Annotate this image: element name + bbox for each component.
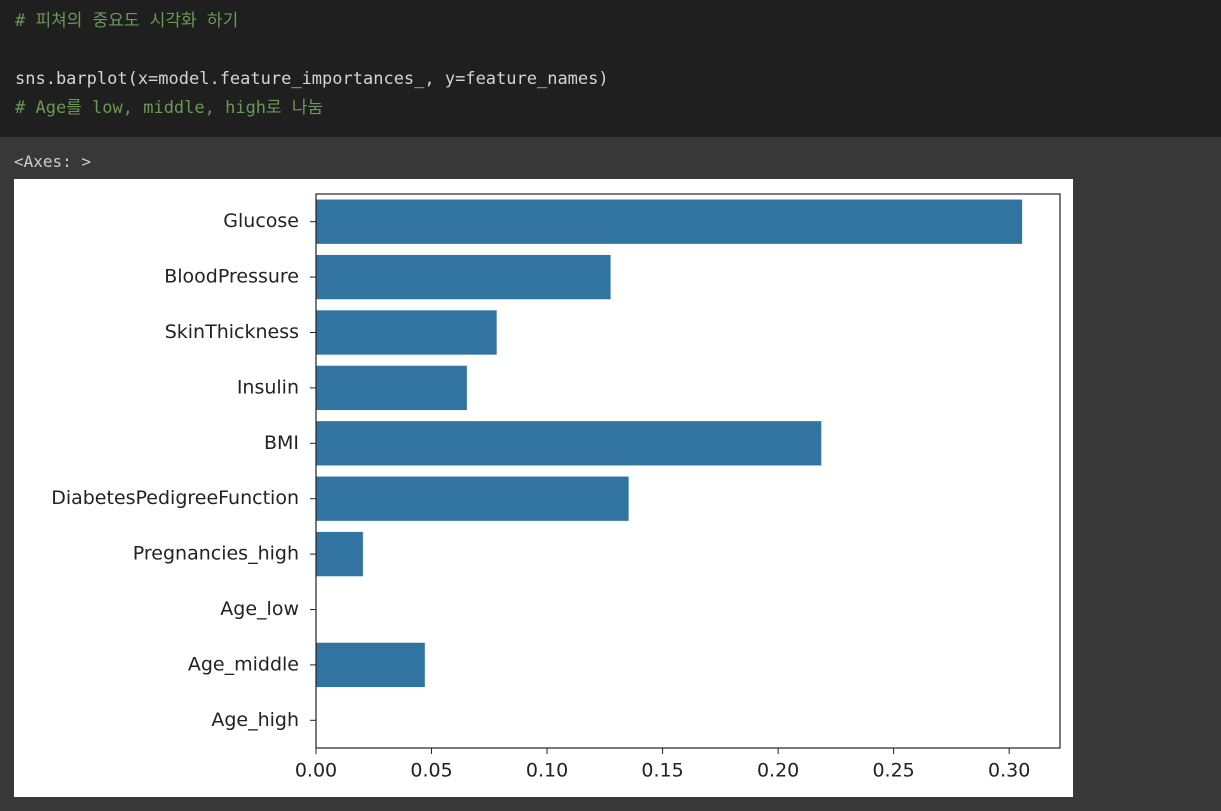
x-tick-label: 0.05 xyxy=(410,760,452,782)
x-tick-label: 0.20 xyxy=(757,760,799,782)
bar xyxy=(316,476,629,521)
output-text: <Axes: > xyxy=(14,152,92,171)
chart: Glucose BloodPressure SkinThickness Insulin… xyxy=(14,179,1073,797)
bar xyxy=(316,642,425,688)
x-tick-label: 0.30 xyxy=(988,760,1030,782)
y-tick-label: BMI xyxy=(264,432,299,454)
bar xyxy=(316,254,611,300)
y-tick-label: SkinThickness xyxy=(165,321,299,343)
x-tick-label: 0.00 xyxy=(295,760,337,782)
y-tick-label: Age_low xyxy=(220,598,299,620)
code-line: # 피쳐의 중요도 시각화 하기 xyxy=(15,11,239,31)
x-tick-label: 0.25 xyxy=(872,760,914,782)
y-tick-label: Glucose xyxy=(223,210,299,232)
y-tick-label: BloodPressure xyxy=(164,266,299,288)
y-tick-label: DiabetesPedigreeFunction xyxy=(51,487,299,509)
x-tick-label: 0.15 xyxy=(641,760,683,782)
y-tick-label: Age_middle xyxy=(188,653,299,675)
code-line: sns.barplot(x=model.feature_importances_… xyxy=(15,69,609,89)
bar xyxy=(316,531,363,577)
axes-frame xyxy=(315,193,1061,749)
bar xyxy=(316,199,1023,244)
bar xyxy=(316,365,467,411)
x-tick-label: 0.10 xyxy=(526,760,568,782)
y-tick-label: Age_high xyxy=(211,709,299,731)
code-cell[interactable]: # 피쳐의 중요도 시각화 하기 sns.barplot(x=model.feat… xyxy=(0,0,1221,137)
bar xyxy=(316,421,822,466)
y-tick-label: Insulin xyxy=(237,376,299,398)
code-line: # Age를 low, middle, high로 나눔 xyxy=(15,98,324,118)
bar xyxy=(316,310,497,355)
y-tick-label: Pregnancies_high xyxy=(133,543,299,565)
